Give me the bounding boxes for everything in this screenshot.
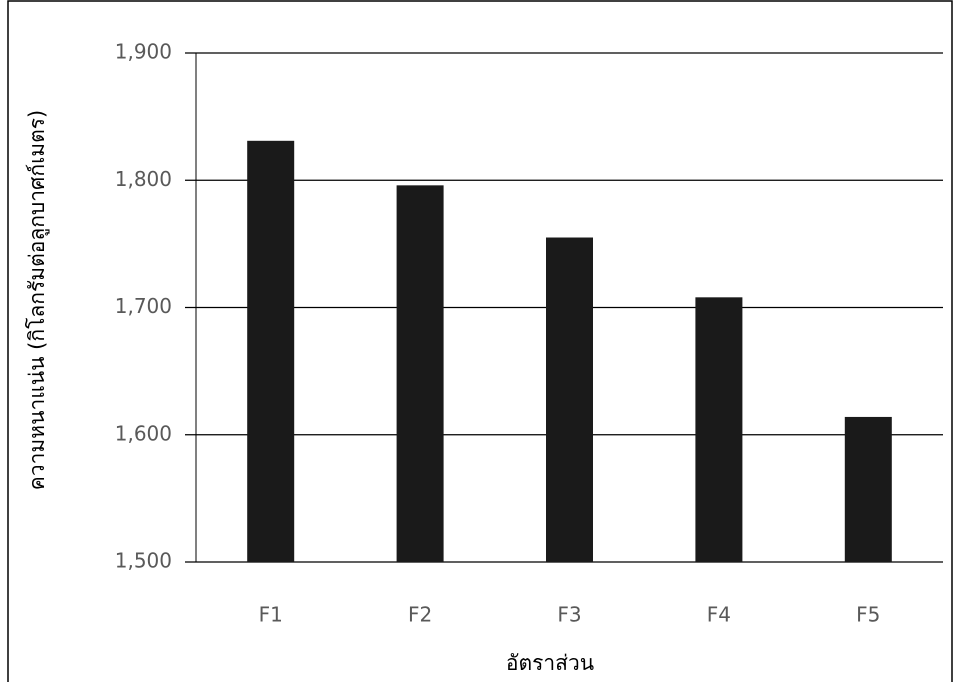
y-tick-label: 1,800 [115,167,172,191]
bar [247,140,295,563]
bar [546,237,593,562]
y-tick-label: 1,600 [115,421,172,445]
x-tick-label: F1 [259,603,283,627]
x-tick-label: F4 [707,603,731,627]
chart-frame [7,0,953,682]
x-axis-title: อัตราส่วน [506,651,594,675]
bar [396,185,444,562]
y-tick-label: 1,900 [115,40,172,64]
bar [844,416,892,562]
y-axis-title: ความหนาแน่น (กิโลกรัมต่อลูกบาศก์เมตร) [25,110,50,490]
y-tick-label: 1,500 [115,549,172,573]
bar [695,297,743,562]
x-tick-label: F3 [557,603,581,627]
x-tick-label: F5 [856,603,880,627]
x-tick-label: F2 [408,603,432,627]
y-tick-label: 1,700 [115,294,172,318]
